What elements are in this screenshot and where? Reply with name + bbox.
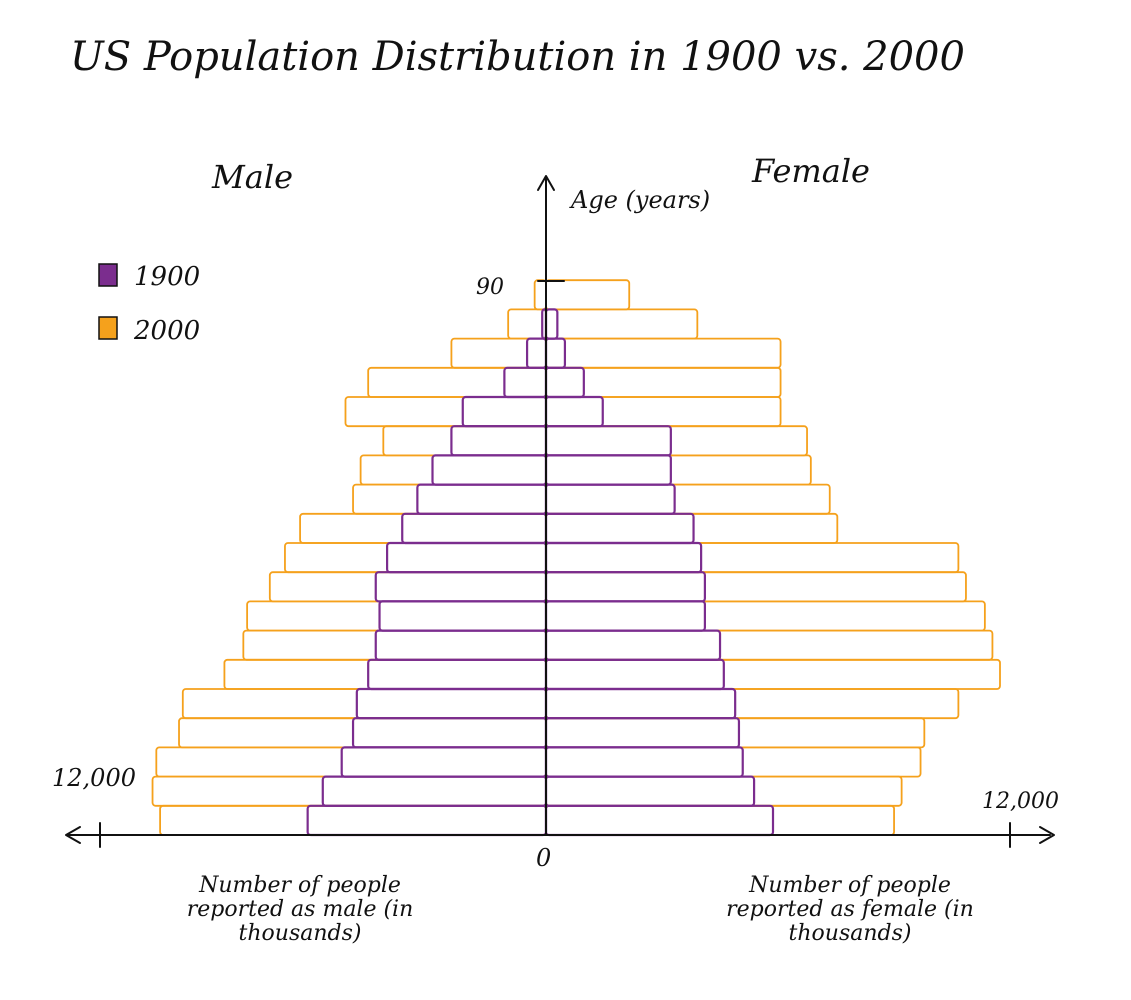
bar-2000-male-50-54 bbox=[299, 512, 547, 544]
bar-2000-female-5-9 bbox=[545, 775, 903, 807]
bar-2000-female-15-19 bbox=[545, 717, 926, 749]
x-axis-title-male: Number of people reported as male (in thou… bbox=[187, 873, 414, 946]
x-tick-label-left-12000: 12,000 bbox=[52, 764, 136, 792]
bar-1900-male-45-49 bbox=[386, 541, 548, 574]
bar-2000-female-40-44 bbox=[545, 571, 967, 603]
bar-2000-male-10-14 bbox=[155, 746, 547, 778]
bar-2000-male-75-79 bbox=[367, 366, 547, 398]
bar-1900-female-80-84 bbox=[544, 337, 567, 369]
bar-1900-male-0-4 bbox=[306, 804, 548, 837]
bar-2000-female-75-79 bbox=[545, 366, 782, 398]
x-origin-label: 0 bbox=[536, 844, 551, 872]
bar-1900-female-75-79 bbox=[544, 366, 585, 399]
bar-1900-male-55-59 bbox=[416, 483, 548, 515]
bar-2000-female-45-49 bbox=[545, 542, 960, 574]
bar-1900-female-60-64 bbox=[544, 454, 672, 486]
bar-1900-male-25-29 bbox=[367, 658, 548, 691]
bar-1900-male-65-69 bbox=[450, 425, 548, 457]
bar-2000-male-85-89 bbox=[507, 308, 547, 340]
bar-2000-male-35-39 bbox=[246, 600, 547, 632]
x-axis: 12,000 12,000 0 Number of people reported… bbox=[52, 764, 1059, 946]
series-2000-bars bbox=[151, 279, 1001, 836]
bar-2000-female-55-59 bbox=[545, 483, 831, 515]
bar-1900-male-70-74 bbox=[461, 395, 548, 428]
bar-1900-male-15-19 bbox=[351, 717, 548, 749]
female-heading: Female bbox=[751, 152, 870, 190]
bar-1900-female-35-39 bbox=[544, 600, 706, 632]
y-axis-title: Age (years) bbox=[569, 186, 710, 214]
bar-2000-female-30-34 bbox=[545, 629, 994, 661]
bar-2000-female-85-89 bbox=[545, 308, 699, 340]
male-heading: Male bbox=[211, 158, 293, 196]
bar-2000-male-20-24 bbox=[181, 688, 547, 720]
bar-2000-female-90+ bbox=[545, 279, 631, 311]
x-axis-title-female: Number of people reported as female (in th… bbox=[726, 873, 974, 946]
series-1900-bars bbox=[306, 308, 775, 837]
bar-1900-male-30-34 bbox=[374, 629, 548, 661]
bar-2000-male-80-84 bbox=[450, 337, 547, 369]
bar-2000-male-65-69 bbox=[382, 425, 547, 457]
bar-1900-male-10-14 bbox=[340, 746, 548, 778]
x-tick-label-right-12000: 12,000 bbox=[982, 789, 1059, 814]
bar-2000-female-0-4 bbox=[545, 804, 895, 836]
bar-1900-female-5-9 bbox=[544, 775, 756, 807]
bar-1900-male-50-54 bbox=[401, 512, 548, 545]
bar-1900-male-20-24 bbox=[355, 687, 548, 720]
bar-2000-male-90+ bbox=[533, 279, 547, 311]
bar-1900-female-70-74 bbox=[544, 395, 604, 428]
bar-2000-male-25-29 bbox=[223, 658, 547, 690]
bar-1900-male-5-9 bbox=[321, 775, 548, 807]
y-tick-label-90: 90 bbox=[476, 275, 504, 300]
bar-1900-female-0-4 bbox=[544, 804, 775, 837]
bar-2000-male-45-49 bbox=[284, 542, 547, 574]
bar-1900-female-30-34 bbox=[544, 629, 722, 661]
bar-2000-male-0-4 bbox=[159, 804, 547, 836]
legend-swatch-2000 bbox=[98, 316, 118, 340]
chart-title: US Population Distribution in 1900 vs. 2… bbox=[70, 34, 965, 80]
legend-label-1900: 1900 bbox=[134, 262, 200, 292]
bar-2000-female-65-69 bbox=[545, 425, 808, 457]
bar-1900-female-50-54 bbox=[544, 512, 695, 545]
bar-2000-female-70-74 bbox=[545, 396, 782, 428]
bar-2000-male-70-74 bbox=[344, 396, 547, 428]
bar-1900-male-80-84 bbox=[525, 337, 548, 369]
bar-2000-female-35-39 bbox=[545, 600, 986, 632]
bar-1900-male-75-79 bbox=[503, 366, 548, 399]
bar-2000-female-80-84 bbox=[545, 337, 782, 369]
bar-1900-male-35-39 bbox=[378, 600, 548, 632]
bar-2000-male-40-44 bbox=[268, 571, 547, 603]
legend-swatch-1900 bbox=[98, 263, 118, 287]
bar-2000-female-60-64 bbox=[545, 454, 812, 486]
bar-2000-male-60-64 bbox=[359, 454, 547, 486]
bar-1900-male-60-64 bbox=[431, 454, 548, 486]
bar-1900-female-40-44 bbox=[544, 571, 706, 603]
bar-2000-male-5-9 bbox=[151, 775, 547, 807]
bar-2000-female-50-54 bbox=[545, 512, 839, 544]
bar-2000-male-15-19 bbox=[178, 717, 547, 749]
bar-1900-female-20-24 bbox=[544, 687, 737, 720]
bar-1900-female-10-14 bbox=[544, 746, 744, 778]
bar-1900-female-65-69 bbox=[544, 425, 672, 457]
legend-label-2000: 2000 bbox=[133, 316, 200, 346]
bar-2000-male-55-59 bbox=[352, 483, 547, 515]
bar-1900-female-25-29 bbox=[544, 658, 725, 691]
bar-1900-female-45-49 bbox=[544, 541, 703, 574]
bar-1900-female-15-19 bbox=[544, 717, 741, 749]
y-axis: 90 Age (years) bbox=[476, 175, 710, 836]
bar-2000-female-20-24 bbox=[545, 688, 960, 720]
bar-2000-male-30-34 bbox=[242, 629, 547, 661]
legend: 1900 2000 bbox=[98, 262, 200, 346]
bar-2000-female-10-14 bbox=[545, 746, 922, 778]
bar-2000-female-25-29 bbox=[545, 658, 1001, 690]
bar-1900-male-40-44 bbox=[374, 571, 548, 603]
bar-1900-female-55-59 bbox=[544, 483, 676, 515]
bar-1900-female-85-89 bbox=[544, 308, 559, 340]
